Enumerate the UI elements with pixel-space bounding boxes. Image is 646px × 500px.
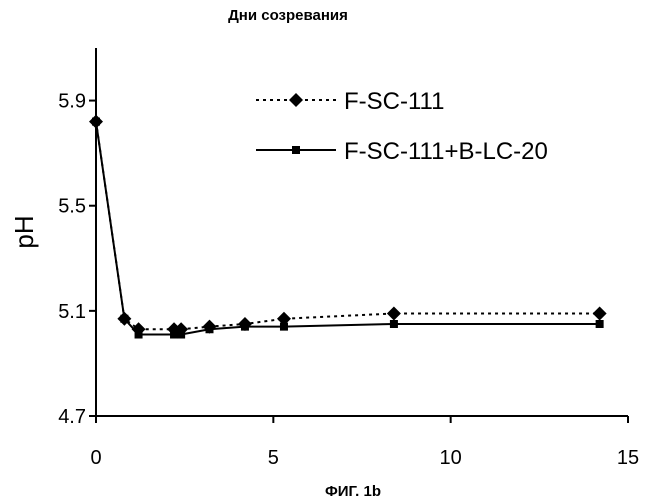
- data-point: [135, 331, 143, 339]
- figure-caption: ФИГ. 1b: [325, 483, 381, 500]
- data-point: [241, 323, 249, 331]
- data-point: [390, 320, 398, 328]
- data-point: [387, 306, 401, 320]
- data-point: [205, 325, 213, 333]
- legend-marker: [289, 93, 303, 107]
- y-axis-label: pH: [9, 215, 39, 248]
- data-point: [170, 331, 178, 339]
- data-point: [280, 323, 288, 331]
- legend-entry-1: F-SC-111: [256, 88, 444, 115]
- data-point: [177, 331, 185, 339]
- x-tick-label: 0: [90, 447, 101, 469]
- data-point: [593, 306, 607, 320]
- x-tick-label: 10: [440, 447, 462, 469]
- x-tick-label: 5: [268, 447, 279, 469]
- chart-title: Дни созревания: [228, 7, 348, 24]
- y-tick-label: 4.7: [58, 406, 86, 428]
- legend-label: F-SC-111: [344, 88, 444, 115]
- y-tick-label: 5.1: [58, 301, 86, 323]
- y-tick-label: 5.9: [58, 91, 86, 113]
- legend-label: F-SC-111+B-LC-20: [344, 138, 548, 165]
- data-point: [92, 118, 100, 126]
- legend-entry-2: F-SC-111+B-LC-20: [256, 138, 548, 165]
- y-tick-label: 5.5: [58, 196, 86, 218]
- data-point: [596, 320, 604, 328]
- data-point: [120, 315, 128, 323]
- legend-marker: [292, 146, 300, 154]
- x-tick-label: 15: [617, 447, 639, 469]
- legend: F-SC-111 F-SC-111+B-LC-20: [256, 88, 548, 165]
